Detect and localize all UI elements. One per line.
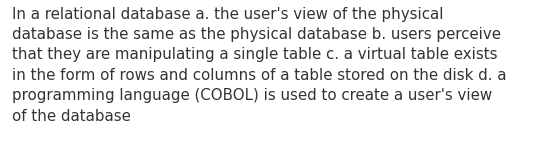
Text: In a relational database a. the user's view of the physical
database is the same: In a relational database a. the user's v…: [12, 7, 507, 124]
